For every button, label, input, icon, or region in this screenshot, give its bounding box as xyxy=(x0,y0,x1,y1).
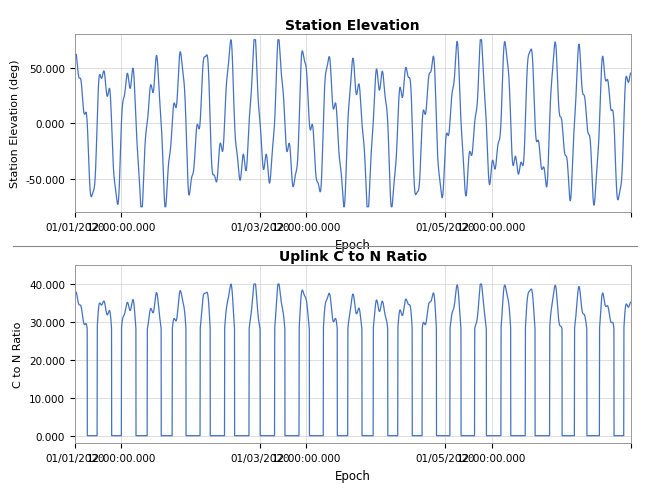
X-axis label: Epoch: Epoch xyxy=(335,238,370,251)
X-axis label: Epoch: Epoch xyxy=(335,468,370,481)
Y-axis label: Station Elevation (deg): Station Elevation (deg) xyxy=(10,60,20,188)
Legend: Uplink_C_to_N_Ratio: Uplink_C_to_N_Ratio xyxy=(278,498,428,501)
Legend: Station.ElevationR(Spacecraft1) (deg): Station.ElevationR(Spacecraft1) (deg) xyxy=(228,268,477,279)
Title: Uplink C to N Ratio: Uplink C to N Ratio xyxy=(279,249,426,263)
Title: Station Elevation: Station Elevation xyxy=(285,19,420,33)
Y-axis label: C to N Ratio: C to N Ratio xyxy=(14,321,23,388)
